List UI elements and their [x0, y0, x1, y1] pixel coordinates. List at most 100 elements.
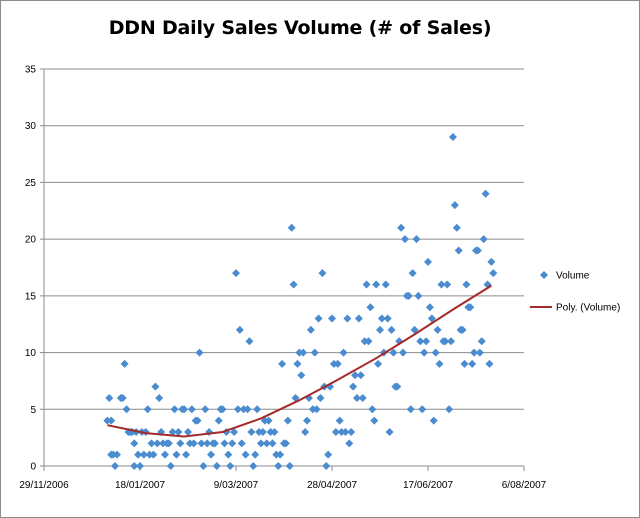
x-tick-label: 9/03/2007: [214, 480, 259, 491]
data-point: [322, 462, 331, 470]
data-points: [103, 133, 498, 470]
data-point: [477, 337, 486, 346]
data-point: [264, 416, 273, 425]
data-point: [201, 405, 210, 414]
data-point: [341, 427, 350, 436]
x-tick-label: 6/08/2007: [502, 480, 547, 491]
data-point: [339, 348, 348, 357]
data-point: [437, 280, 446, 289]
data-point: [443, 280, 452, 289]
data-point: [214, 416, 223, 425]
axes: [40, 68, 525, 471]
data-point: [366, 303, 375, 312]
data-point: [356, 371, 365, 380]
data-point: [228, 439, 237, 448]
data-point: [468, 359, 477, 368]
data-point: [452, 223, 461, 232]
y-tick-label: 35: [25, 65, 37, 76]
data-point: [410, 325, 419, 334]
data-point: [189, 439, 198, 448]
data-point: [422, 337, 431, 346]
trendline: [107, 284, 492, 438]
data-point: [256, 439, 265, 448]
data-point: [431, 348, 440, 357]
y-tick-label: 10: [25, 348, 37, 359]
data-point: [377, 314, 386, 323]
data-point: [174, 427, 183, 436]
data-point: [485, 359, 494, 368]
data-point: [406, 405, 415, 414]
data-point: [245, 337, 254, 346]
data-point: [454, 246, 463, 255]
data-point: [195, 348, 204, 357]
data-point: [450, 201, 459, 210]
data-point: [276, 450, 285, 459]
data-point: [164, 439, 173, 448]
data-point: [270, 427, 279, 436]
data-point: [176, 439, 185, 448]
data-point: [241, 450, 250, 459]
y-tick-label: 15: [25, 291, 37, 302]
data-point: [207, 450, 216, 459]
chart-title: DDN Daily Sales Volume (# of Sales): [108, 17, 492, 39]
data-point: [435, 359, 444, 368]
data-point: [139, 450, 148, 459]
data-point: [349, 382, 358, 391]
data-point: [168, 427, 177, 436]
x-tick-label: 17/06/2007: [403, 480, 453, 491]
data-point: [362, 280, 371, 289]
data-point: [136, 462, 144, 470]
data-point: [180, 405, 189, 414]
data-point: [197, 439, 206, 448]
data-point: [253, 405, 262, 414]
data-point: [399, 348, 408, 357]
x-tick-label: 29/11/2006: [19, 480, 69, 491]
data-point: [283, 416, 292, 425]
data-point: [262, 439, 271, 448]
data-point: [314, 314, 323, 323]
data-point: [345, 439, 354, 448]
data-point: [143, 405, 152, 414]
data-point: [306, 325, 315, 334]
y-tick-label: 20: [25, 235, 37, 246]
data-point: [368, 405, 377, 414]
data-point: [210, 439, 219, 448]
data-point: [301, 427, 310, 436]
data-point: [312, 405, 321, 414]
data-point: [393, 382, 402, 391]
data-point: [445, 405, 454, 414]
data-point: [172, 450, 181, 459]
data-point: [433, 325, 442, 334]
data-point: [381, 280, 390, 289]
data-point: [249, 462, 258, 470]
data-point: [473, 246, 482, 255]
data-point: [470, 348, 479, 357]
gridlines: [44, 68, 524, 410]
legend-label-trend: Poly. (Volume): [556, 303, 620, 314]
data-point: [447, 337, 456, 346]
data-point: [297, 371, 306, 380]
data-point: [383, 314, 392, 323]
data-point: [331, 427, 340, 436]
data-point: [268, 439, 277, 448]
data-point: [389, 348, 398, 357]
data-point: [285, 462, 294, 470]
data-point: [460, 359, 469, 368]
legend-label-volume: Volume: [556, 271, 590, 282]
x-tick-label: 28/04/2007: [307, 480, 357, 491]
data-point: [170, 405, 179, 414]
data-point: [385, 427, 394, 436]
data-point: [335, 416, 344, 425]
data-point: [425, 303, 434, 312]
y-axis-ticks: 0 5 10 15 20 25 30 35: [25, 65, 37, 473]
y-tick-label: 0: [30, 462, 36, 473]
data-point: [193, 416, 202, 425]
data-point: [466, 303, 475, 312]
data-point: [404, 291, 413, 300]
data-point: [324, 450, 333, 459]
data-point: [418, 405, 427, 414]
data-point: [333, 359, 342, 368]
data-point: [112, 450, 121, 459]
data-point: [462, 280, 471, 289]
data-point: [160, 450, 169, 459]
